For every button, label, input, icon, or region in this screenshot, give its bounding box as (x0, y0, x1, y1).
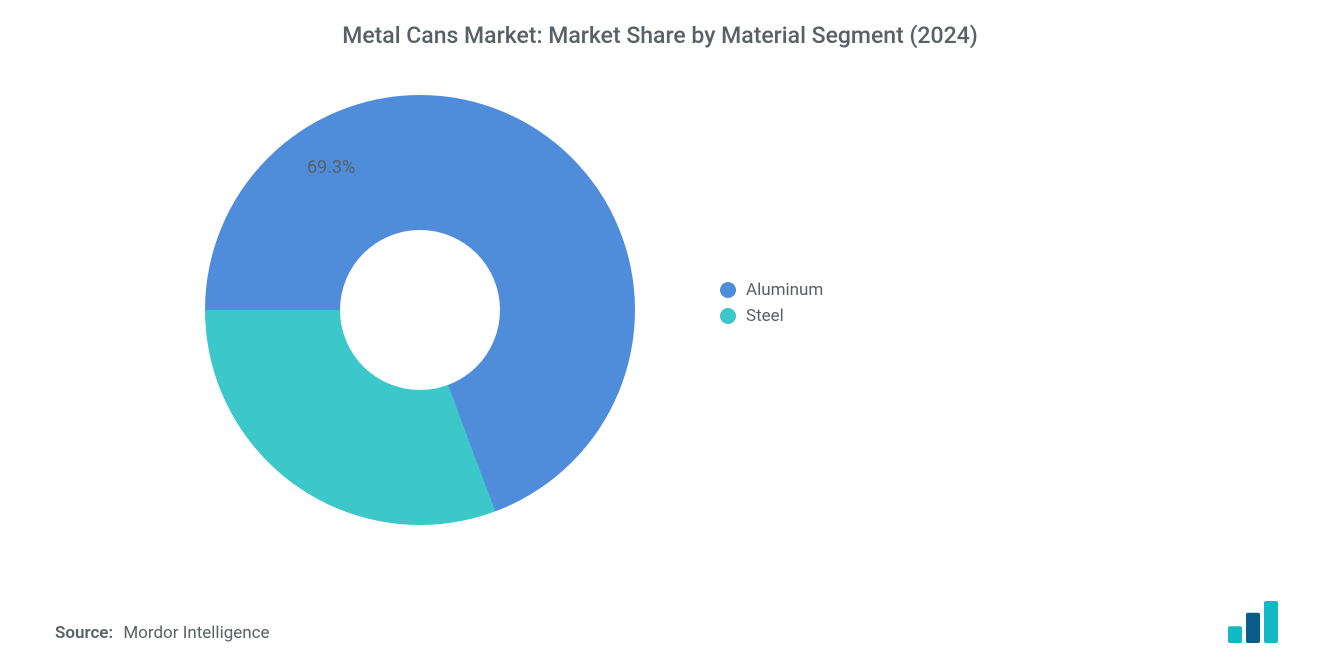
chart-title: Metal Cans Market: Market Share by Mater… (0, 22, 1320, 49)
source-value: Mordor Intelligence (123, 623, 269, 643)
brand-logo (1226, 601, 1282, 643)
legend-swatch (720, 282, 736, 298)
donut-chart: 69.3% (205, 95, 635, 525)
legend-label: Aluminum (746, 280, 823, 300)
source-label: Source: (55, 623, 113, 643)
donut-hole (340, 230, 500, 390)
source-attribution: Source: Mordor Intelligence (55, 623, 270, 643)
slice-label-aluminum: 69.3% (307, 157, 355, 178)
chart-container: Metal Cans Market: Market Share by Mater… (0, 0, 1320, 665)
legend-item-steel: Steel (720, 306, 823, 326)
legend-swatch (720, 308, 736, 324)
legend: Aluminum Steel (720, 280, 823, 326)
legend-label: Steel (746, 306, 784, 326)
legend-item-aluminum: Aluminum (720, 280, 823, 300)
